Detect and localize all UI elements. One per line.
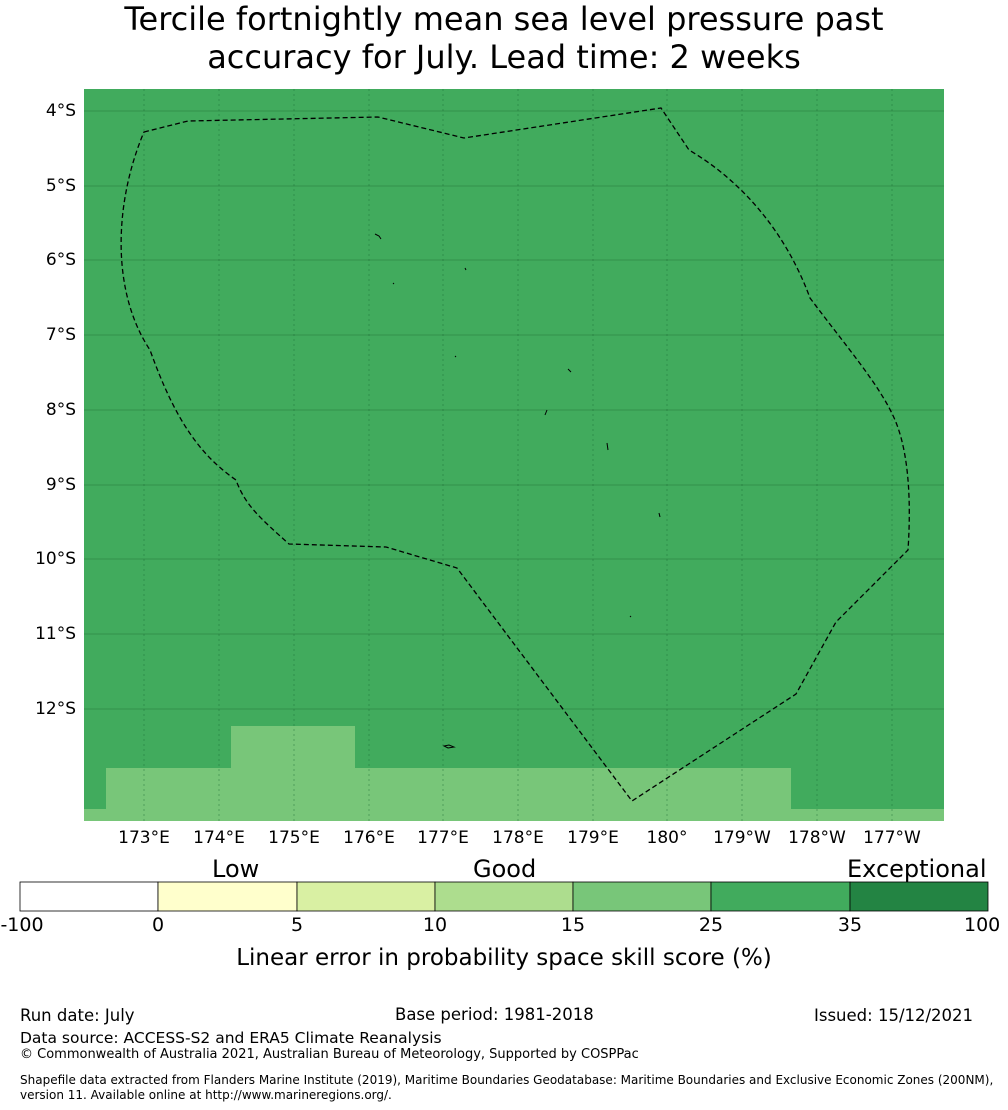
issued-date: Issued: 15/12/2021 [814, 1006, 974, 1025]
island-3 [392, 282, 395, 285]
category-good: Good [473, 855, 537, 883]
lon-label-179w: 179°W [713, 828, 771, 848]
base-period: Base period: 1981-2018 [395, 1005, 594, 1024]
island-6 [544, 409, 548, 416]
island-4 [454, 355, 457, 358]
island-8 [658, 512, 661, 518]
colorbar-tick-25: 25 [698, 914, 724, 936]
colorbar-tick-100: 100 [964, 914, 1001, 936]
colorbar-tick-15: 15 [560, 914, 586, 936]
lat-label-10s: 10°S [35, 549, 76, 569]
run-date: Run date: July [20, 1006, 135, 1025]
skill-field-lower-band [84, 726, 944, 821]
colorbar-segment-0-5 [157, 881, 298, 912]
island-10 [442, 744, 456, 749]
island-2 [464, 267, 467, 271]
title-line-1: Tercile fortnightly mean sea level press… [124, 0, 884, 38]
shapefile-credit-line-1: Shapefile data extracted from Flanders M… [20, 1073, 994, 1087]
island-5 [567, 368, 572, 373]
lon-label-177w: 177°W [863, 828, 921, 848]
lat-label-12s: 12°S [35, 699, 76, 719]
lat-label-9s: 9°S [45, 475, 76, 495]
island-1 [374, 233, 382, 240]
colorbar-segment-15-25 [572, 881, 712, 912]
title-line-2: accuracy for July. Lead time: 2 weeks [207, 38, 801, 76]
skill-field-base [84, 89, 944, 821]
lat-label-5s: 5°S [45, 176, 76, 196]
colorbar-segment-35-100 [849, 881, 989, 912]
lon-label-176e: 176°E [343, 828, 395, 848]
lat-label-7s: 7°S [45, 325, 76, 345]
colorbar-label: Linear error in probability space skill … [236, 945, 772, 971]
map-title: Tercile fortnightly mean sea level press… [0, 0, 1008, 76]
islands [374, 233, 661, 749]
colorbar-tick-5: 5 [290, 914, 304, 936]
lat-label-6s: 6°S [45, 250, 76, 270]
gridlines [143, 89, 893, 821]
island-7 [606, 442, 609, 451]
colorbar-segment-neg100-0 [19, 881, 159, 912]
lon-label-174e: 174°E [193, 828, 245, 848]
lon-label-179e: 179°E [567, 828, 619, 848]
shapefile-credit-line-2: version 11. Available online at http://w… [20, 1088, 392, 1102]
colorbar-segment-10-15 [434, 881, 574, 912]
lon-label-180: 180° [646, 828, 688, 848]
gridlines-lat [84, 110, 944, 710]
data-source: Data source: ACCESS-S2 and ERA5 Climate … [20, 1029, 442, 1047]
category-exceptional: Exceptional [847, 855, 987, 883]
lat-label-11s: 11°S [35, 624, 76, 644]
eez-boundary [120, 107, 910, 802]
category-low: Low [212, 855, 260, 883]
lon-label-173e: 173°E [118, 828, 170, 848]
map-panel [84, 89, 944, 821]
lon-label-175e: 175°E [268, 828, 320, 848]
lon-label-178w: 178°W [788, 828, 846, 848]
colorbar-segment-5-10 [296, 881, 436, 912]
colorbar-tick-35: 35 [837, 914, 863, 936]
lat-label-8s: 8°S [45, 400, 76, 420]
lat-label-4s: 4°S [45, 101, 76, 121]
island-9 [629, 615, 632, 618]
colorbar-tick-10: 10 [422, 914, 448, 936]
colorbar-tick-0: 0 [151, 914, 165, 936]
colorbar-segment-25-35 [710, 881, 851, 912]
copyright: © Commonwealth of Australia 2021, Austra… [20, 1047, 639, 1062]
lon-label-178e: 178°E [492, 828, 544, 848]
colorbar-tick-neg100: -100 [0, 914, 44, 936]
lon-label-177e: 177°E [417, 828, 469, 848]
colorbar [19, 881, 989, 912]
